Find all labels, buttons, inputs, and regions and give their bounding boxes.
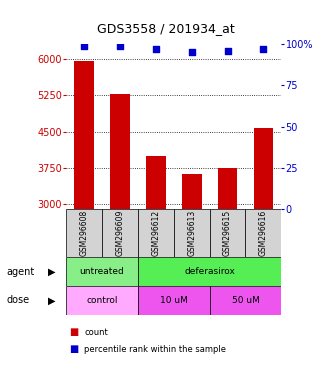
- Bar: [254, 128, 273, 350]
- Text: control: control: [86, 296, 118, 305]
- Bar: [218, 168, 237, 350]
- Bar: [110, 94, 130, 350]
- Text: GSM296613: GSM296613: [187, 210, 196, 257]
- Bar: [102, 209, 138, 257]
- Point: [261, 46, 266, 52]
- Text: GDS3558 / 201934_at: GDS3558 / 201934_at: [97, 22, 234, 35]
- Bar: [138, 257, 281, 286]
- Text: GSM296612: GSM296612: [151, 210, 160, 257]
- Point: [153, 46, 159, 52]
- Point: [117, 43, 122, 49]
- Bar: [210, 209, 246, 257]
- Bar: [174, 209, 210, 257]
- Bar: [210, 286, 281, 315]
- Bar: [146, 156, 166, 350]
- Bar: [138, 286, 210, 315]
- Text: 10 uM: 10 uM: [160, 296, 188, 305]
- Text: untreated: untreated: [80, 267, 124, 276]
- Text: percentile rank within the sample: percentile rank within the sample: [84, 345, 226, 354]
- Text: ▶: ▶: [48, 295, 55, 306]
- Text: dose: dose: [7, 295, 30, 306]
- Bar: [74, 61, 94, 350]
- Bar: [66, 286, 138, 315]
- Text: ■: ■: [70, 344, 79, 354]
- Text: ▶: ▶: [48, 266, 55, 277]
- Text: agent: agent: [7, 266, 35, 277]
- Text: GSM296609: GSM296609: [116, 210, 124, 257]
- Text: GSM296615: GSM296615: [223, 210, 232, 257]
- Point: [225, 48, 230, 54]
- Text: GSM296608: GSM296608: [80, 210, 89, 257]
- Bar: [66, 257, 138, 286]
- Point: [189, 49, 194, 55]
- Bar: [138, 209, 174, 257]
- Text: 50 uM: 50 uM: [232, 296, 260, 305]
- Bar: [182, 174, 202, 350]
- Text: deferasirox: deferasirox: [184, 267, 235, 276]
- Text: ■: ■: [70, 327, 79, 337]
- Text: GSM296616: GSM296616: [259, 210, 268, 257]
- Bar: [246, 209, 281, 257]
- Bar: [66, 209, 102, 257]
- Point: [81, 43, 87, 49]
- Text: count: count: [84, 328, 108, 337]
